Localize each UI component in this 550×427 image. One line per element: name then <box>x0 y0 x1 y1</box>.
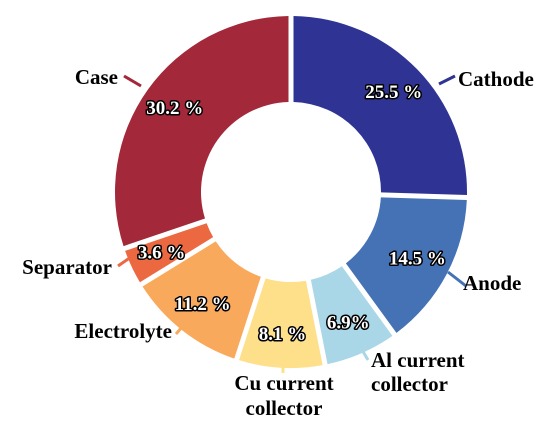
slice-anode <box>345 197 467 333</box>
category-label-cu-current-collector: Cu current collector <box>234 371 333 420</box>
slice-case <box>115 16 289 247</box>
value-label-cu-current-collector: 8.1 % <box>259 324 307 345</box>
value-label-electrolyte: 11.2 % <box>175 294 231 315</box>
slice-cu-current-collector <box>238 278 323 369</box>
leader-lines <box>117 74 467 373</box>
leader-line-cathode <box>438 74 456 86</box>
donut-slices <box>115 16 467 369</box>
category-label-cathode: Cathode <box>458 67 534 91</box>
category-label-case: Case <box>75 65 118 89</box>
category-labels: Cathode Anode Al current collector Cu curren… <box>22 65 534 420</box>
leader-line-electrolyte <box>174 319 190 335</box>
value-label-separator: 3.6 % <box>138 242 186 263</box>
leader-line-al-current-collector <box>356 342 370 361</box>
value-label-case: 30.2 % <box>146 98 203 119</box>
leader-line-anode <box>447 270 467 288</box>
category-label-al-current-collector: Al current collector <box>371 348 465 396</box>
slice-separator <box>125 223 214 283</box>
slice-al-current-collector <box>310 266 393 365</box>
value-labels: 25.5 % 14.5 % 6.9% 8.1 % 11.2 % 3.6 % 30.2 % <box>136 80 447 346</box>
leader-line-case <box>123 74 142 88</box>
value-label-cathode: 25.5 % <box>365 82 422 103</box>
slice-cathode <box>293 16 467 196</box>
value-label-anode: 14.5 % <box>389 248 446 269</box>
category-label-electrolyte: Electrolyte <box>74 319 172 343</box>
value-label-al-current-collector: 6.9% <box>327 313 370 334</box>
leader-line-separator <box>117 255 132 268</box>
category-label-separator: Separator <box>22 255 112 279</box>
slice-electrolyte <box>142 241 261 359</box>
category-label-anode: Anode <box>463 271 521 295</box>
